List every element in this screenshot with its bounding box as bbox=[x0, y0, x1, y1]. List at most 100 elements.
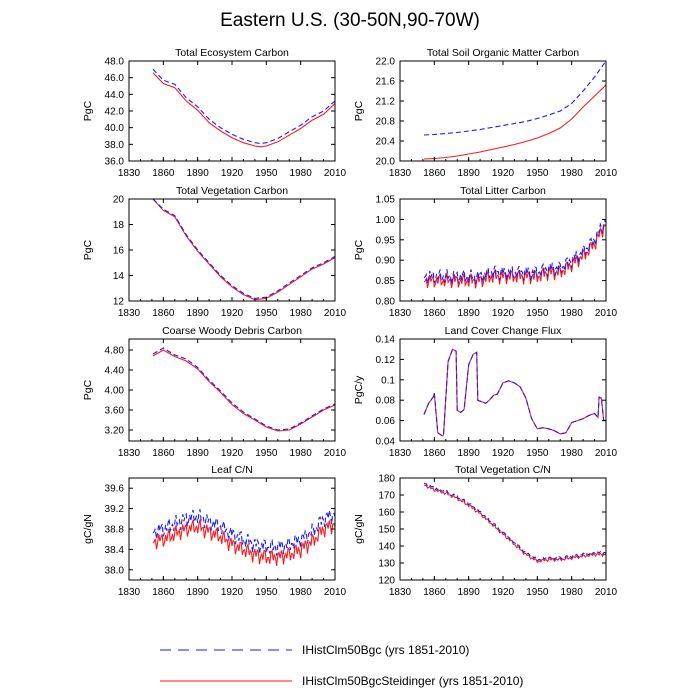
x-tick-label: 2010 bbox=[595, 587, 618, 598]
y-tick-label: 0.06 bbox=[376, 416, 396, 427]
x-tick-label: 1980 bbox=[561, 308, 584, 319]
x-tick-label: 1920 bbox=[221, 587, 244, 598]
x-tick-label: 1860 bbox=[423, 448, 446, 459]
panel-8: 1830 1860 1890 1920 1950 1980 2010 120 130 140 150… bbox=[353, 464, 618, 598]
x-tick-label: 2010 bbox=[324, 168, 347, 179]
x-tick-label: 1980 bbox=[290, 168, 313, 179]
y-tick-label: 38.4 bbox=[105, 545, 125, 556]
plot-frame bbox=[128, 338, 336, 442]
y-tick-label: 160 bbox=[378, 508, 395, 519]
x-tick-label: 2010 bbox=[324, 448, 347, 459]
x-tick-label: 1890 bbox=[187, 587, 210, 598]
panel-title: Total Vegetation C/N bbox=[455, 464, 551, 476]
x-tick-label: 1860 bbox=[152, 448, 175, 459]
y-tick-label: 38.0 bbox=[105, 140, 125, 151]
y-axis-label: PgC bbox=[82, 239, 94, 260]
y-axis-label: gC/gN bbox=[353, 514, 365, 544]
y-tick-label: 46.0 bbox=[105, 73, 125, 84]
y-tick-label: 1.00 bbox=[376, 215, 396, 226]
x-tick-label: 1920 bbox=[492, 587, 515, 598]
y-tick-label: 0.14 bbox=[376, 335, 396, 346]
panel-title: Land Cover Change Flux bbox=[445, 325, 562, 337]
x-tick-label: 1830 bbox=[389, 587, 412, 598]
series-steidinger-line bbox=[152, 199, 335, 301]
y-tick-label: 0.1 bbox=[381, 375, 395, 386]
plot-frame bbox=[128, 198, 336, 302]
x-tick-label: 2010 bbox=[595, 168, 618, 179]
legend-label-1: IHistClm50Bgc (yrs 1851-2010) bbox=[302, 643, 469, 657]
panel-title: Coarse Woody Debris Carbon bbox=[162, 325, 302, 337]
x-tick-label: 1890 bbox=[187, 308, 210, 319]
y-tick-label: 48.0 bbox=[105, 57, 125, 68]
series-steidinger-line bbox=[152, 519, 335, 566]
x-tick-label: 1860 bbox=[423, 308, 446, 319]
x-tick-label: 1920 bbox=[221, 168, 244, 179]
y-tick-label: 140 bbox=[378, 542, 395, 553]
series-bgc-line bbox=[423, 61, 606, 136]
y-tick-label: 0.12 bbox=[376, 355, 396, 366]
y-tick-label: 20.4 bbox=[376, 137, 396, 148]
y-axis-label: PgC bbox=[353, 239, 365, 260]
y-tick-label: 1.05 bbox=[376, 195, 396, 206]
x-tick-label: 1890 bbox=[458, 168, 481, 179]
series-steidinger-line bbox=[423, 223, 606, 289]
series-bgc-line bbox=[423, 482, 606, 562]
plot-frame bbox=[399, 477, 607, 581]
y-tick-label: 39.2 bbox=[105, 504, 125, 515]
series-bgc-line bbox=[423, 348, 606, 437]
x-tick-label: 1860 bbox=[152, 308, 175, 319]
y-tick-label: 0.08 bbox=[376, 396, 396, 407]
series-bgc-line bbox=[152, 509, 335, 556]
y-tick-label: 20.0 bbox=[376, 157, 396, 168]
series-bgc-line bbox=[152, 347, 335, 431]
y-tick-label: 0.95 bbox=[376, 235, 396, 246]
x-tick-label: 1830 bbox=[118, 587, 141, 598]
panel-7: 1830 1860 1890 1920 1950 1980 2010 38.0 38.4 38.8… bbox=[82, 464, 347, 598]
legend-label-2: IHistClm50BgcSteidinger (yrs 1851-2010) bbox=[302, 674, 523, 688]
plot-frame bbox=[399, 338, 607, 442]
x-tick-label: 1830 bbox=[118, 168, 141, 179]
panel-title: Total Ecosystem Carbon bbox=[175, 47, 289, 59]
x-tick-label: 1860 bbox=[423, 168, 446, 179]
panel-6: 1830 1860 1890 1920 1950 1980 2010 0.04 0.06 0.08… bbox=[353, 325, 618, 459]
y-tick-label: 12 bbox=[113, 297, 125, 308]
y-axis-label: gC/gN bbox=[82, 514, 94, 544]
y-tick-label: 180 bbox=[378, 474, 395, 485]
x-tick-label: 1980 bbox=[290, 308, 313, 319]
y-tick-label: 18 bbox=[113, 220, 125, 231]
figure-title: Eastern U.S. (30-50N,90-70W) bbox=[220, 10, 480, 31]
plot-frame bbox=[399, 60, 607, 162]
y-tick-label: 4.00 bbox=[105, 386, 125, 397]
y-tick-label: 170 bbox=[378, 491, 395, 502]
y-tick-label: 20 bbox=[113, 195, 125, 206]
y-tick-label: 40.0 bbox=[105, 123, 125, 134]
y-tick-label: 0.85 bbox=[376, 276, 396, 287]
x-tick-label: 2010 bbox=[595, 308, 618, 319]
x-tick-label: 1920 bbox=[492, 308, 515, 319]
x-tick-label: 1950 bbox=[526, 168, 549, 179]
x-tick-label: 1890 bbox=[187, 448, 210, 459]
y-tick-label: 42.0 bbox=[105, 107, 125, 118]
y-tick-label: 44.0 bbox=[105, 90, 125, 101]
panel-5: 1830 1860 1890 1920 1950 1980 2010 3.20 3.60 4.00… bbox=[82, 325, 347, 459]
y-tick-label: 38.0 bbox=[105, 565, 125, 576]
y-axis-label: PgC bbox=[82, 379, 94, 400]
y-tick-label: 38.8 bbox=[105, 525, 125, 536]
x-tick-label: 1950 bbox=[255, 587, 278, 598]
y-tick-label: 14 bbox=[113, 271, 125, 282]
x-tick-label: 1920 bbox=[492, 448, 515, 459]
x-tick-label: 1920 bbox=[221, 308, 244, 319]
y-tick-label: 20.8 bbox=[376, 117, 396, 128]
y-tick-label: 22.0 bbox=[376, 57, 396, 68]
x-tick-label: 1950 bbox=[526, 587, 549, 598]
y-tick-label: 36.0 bbox=[105, 157, 125, 168]
y-tick-label: 4.40 bbox=[105, 366, 125, 377]
x-tick-label: 1830 bbox=[118, 308, 141, 319]
plot-frame bbox=[399, 198, 607, 302]
x-tick-label: 1950 bbox=[526, 308, 549, 319]
panel-title: Total Vegetation Carbon bbox=[176, 185, 288, 197]
panel-3: 1830 1860 1890 1920 1950 1980 2010 12 14 16 18 20 To… bbox=[82, 185, 347, 319]
x-tick-label: 1830 bbox=[118, 448, 141, 459]
